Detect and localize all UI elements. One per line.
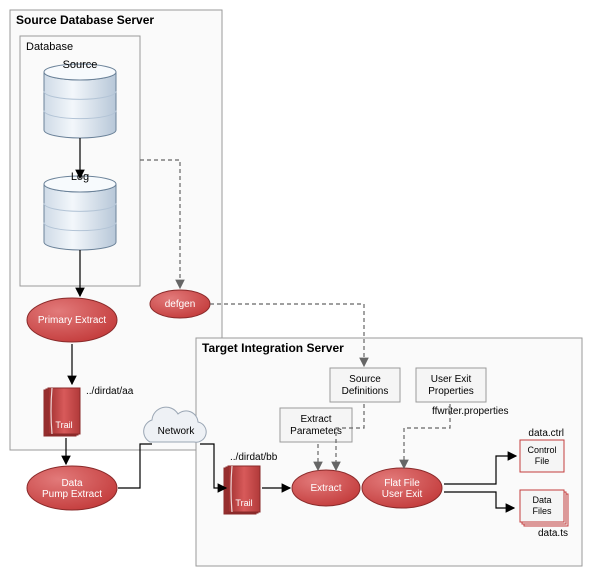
svg-text:Target Integration Server: Target Integration Server [202,341,344,355]
svg-text:Database: Database [26,41,73,53]
svg-text:Source Database Server: Source Database Server [16,13,154,27]
svg-text:data.ts: data.ts [538,528,568,539]
svg-text:DataFiles: DataFiles [532,495,552,516]
svg-text:Flat FileUser Exit: Flat FileUser Exit [382,478,423,500]
svg-text:Trail: Trail [55,420,72,430]
svg-text:User ExitProperties: User ExitProperties [428,374,474,397]
svg-text:defgen: defgen [165,299,196,310]
svg-text:data.ctrl: data.ctrl [528,428,564,439]
svg-text:Primary Extract: Primary Extract [38,315,107,326]
svg-text:Extract: Extract [310,483,341,494]
svg-text:../dirdat/bb: ../dirdat/bb [230,452,278,463]
svg-text:Source: Source [63,59,98,71]
svg-text:ffwriter.properties: ffwriter.properties [432,406,509,417]
arrow-pump-cloud [118,444,152,488]
svg-text:Trail: Trail [235,498,252,508]
svg-text:Network: Network [158,426,196,437]
svg-text:../dirdat/aa: ../dirdat/aa [86,386,134,397]
